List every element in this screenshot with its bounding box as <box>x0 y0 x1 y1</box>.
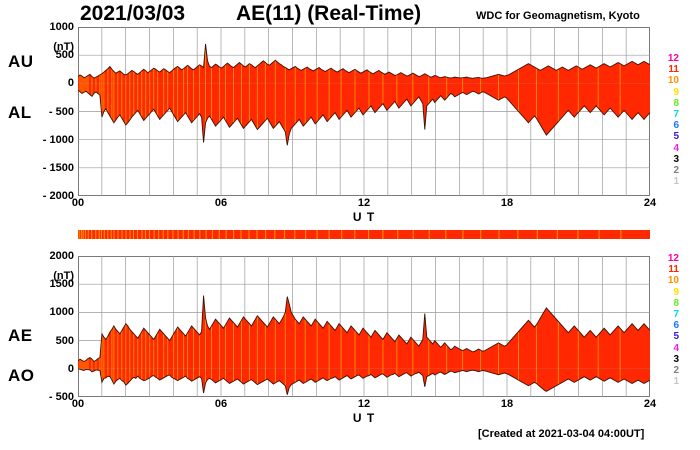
source-credit: WDC for Geomagnetism, Kyoto <box>476 10 640 22</box>
x-axis-title-bottom: U T <box>352 411 376 425</box>
y-tick-label: 1500 <box>49 278 74 291</box>
availability-background <box>78 230 650 239</box>
x-tick-label: 24 <box>643 398 657 410</box>
station-availability-bar <box>78 230 650 239</box>
x-tick-label: 06 <box>214 398 228 410</box>
y-tick-label: 500 <box>55 49 74 62</box>
y-tick-label: - 500 <box>48 391 74 403</box>
ae-ao-panel <box>78 256 650 397</box>
legend-entry: 6 <box>673 320 679 332</box>
series-label-ao: AO <box>8 366 35 385</box>
legend-entry: 11 <box>668 64 679 76</box>
x-tick-label: 00 <box>71 398 85 410</box>
series-label-ae: AE <box>8 326 33 345</box>
upper-envelope-line <box>78 43 650 79</box>
legend-entry: 2 <box>673 365 679 377</box>
legend-entry: 3 <box>673 153 679 165</box>
ae-ao-plot <box>78 256 650 397</box>
y-tick-label: 1000 <box>49 306 74 319</box>
y-tick-label: 2000 <box>49 250 74 262</box>
x-tick-label: 06 <box>214 197 228 209</box>
legend-entry: 11 <box>668 264 679 276</box>
lower-envelope-line <box>78 368 650 395</box>
x-tick-label: 12 <box>357 197 371 209</box>
legend-entry: 7 <box>673 109 679 121</box>
legend-entry: 7 <box>673 309 679 321</box>
y-axis-unit: (nT) <box>53 270 74 282</box>
data-band-fill <box>78 43 650 146</box>
y-tick-label: - 2000 <box>42 190 74 202</box>
y-tick-label: - 1000 <box>42 133 74 146</box>
au-al-panel <box>78 27 650 196</box>
legend-entry: 1 <box>673 176 679 188</box>
created-timestamp: [Created at 2021-03-04 04:00UT] <box>478 428 645 440</box>
legend-entry: 5 <box>673 331 679 343</box>
x-axis-top: 00 06 12 18 24 <box>72 197 656 213</box>
legend-entry: 2 <box>673 165 679 177</box>
legend-entry: 4 <box>673 142 679 154</box>
y-tick-label: 0 <box>67 77 74 90</box>
x-tick-label: 18 <box>500 197 514 209</box>
legend-entry: 1 <box>673 376 679 388</box>
y-axis-unit: (nT) <box>53 41 74 53</box>
data-band-fill <box>78 295 650 395</box>
legend-entry: 5 <box>673 131 679 143</box>
y-tick-label: - 500 <box>48 105 74 118</box>
page-title: 2021/03/03 <box>80 2 186 25</box>
legend-entry: 12 <box>667 253 679 264</box>
y-tick-label: - 1500 <box>42 161 74 174</box>
legend-entry: 9 <box>673 286 679 298</box>
legend-entry: 12 <box>667 53 679 64</box>
index-title: AE(11) (Real-Time) <box>236 2 422 25</box>
y-tick-label: 1000 <box>49 21 74 33</box>
legend-entry: 10 <box>667 75 679 87</box>
legend-entry: 9 <box>673 86 679 98</box>
x-tick-label: 00 <box>71 197 85 209</box>
x-tick-label: 12 <box>357 398 371 410</box>
legend-entry: 8 <box>673 297 679 309</box>
legend-entry: 4 <box>673 342 679 354</box>
color-legend-top: 12 11 10 9 8 7 6 5 4 3 2 1 <box>663 53 691 187</box>
y-tick-label: 500 <box>55 334 74 347</box>
x-tick-label: 18 <box>500 398 514 410</box>
x-axis-bottom: 00 06 12 18 24 <box>72 398 656 414</box>
x-axis-title-top: U T <box>352 210 376 224</box>
au-al-plot <box>78 27 650 196</box>
legend-entry: 10 <box>667 275 679 287</box>
series-label-au: AU <box>8 52 34 71</box>
upper-envelope-line <box>78 295 650 363</box>
color-legend-bottom: 12 11 10 9 8 7 6 5 4 3 2 1 <box>663 253 691 387</box>
x-tick-label: 24 <box>643 197 657 209</box>
legend-entry: 8 <box>673 97 679 109</box>
legend-entry: 3 <box>673 353 679 365</box>
lower-envelope-line <box>78 89 650 146</box>
y-tick-label: 0 <box>67 362 74 375</box>
y-axis-top: 1000 500 0 - 500 - 1000 - 1500 - 2000 (nT) <box>0 21 74 202</box>
y-axis-bottom: 2000 1500 1000 500 0 - 500 (nT) <box>0 250 74 403</box>
series-label-al: AL <box>8 103 32 122</box>
legend-entry: 6 <box>673 120 679 132</box>
